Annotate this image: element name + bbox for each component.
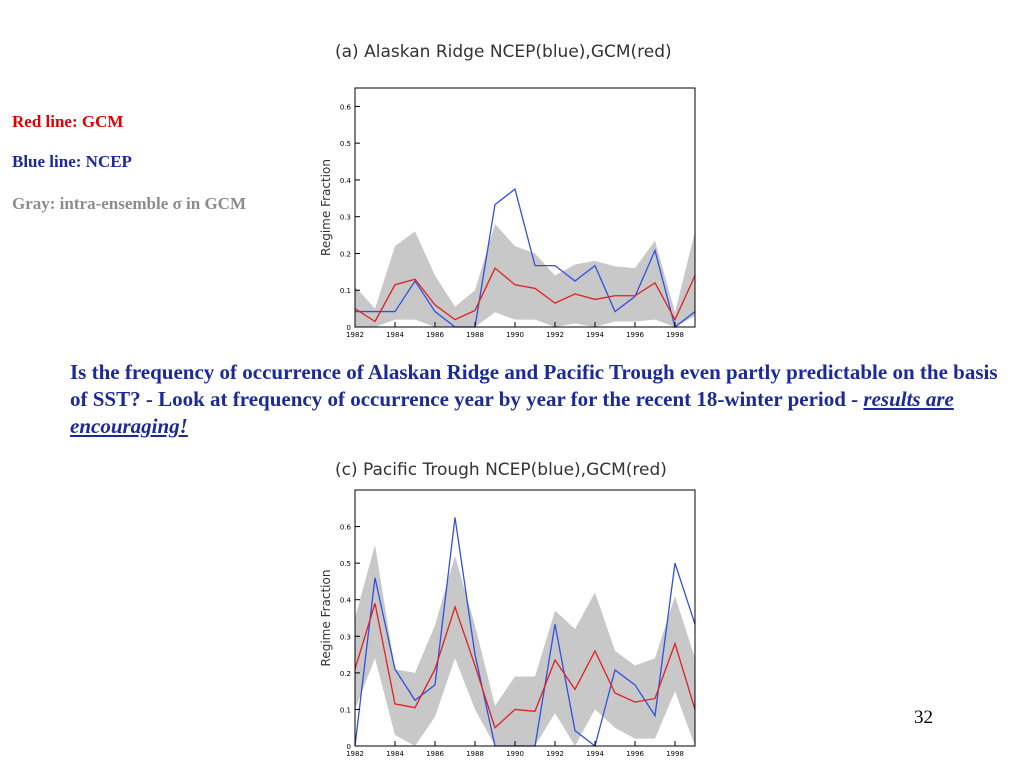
y-tick-label: 0 (347, 324, 351, 332)
y-axis-label: Regime Fraction (319, 570, 333, 667)
x-tick-label: 1982 (346, 750, 364, 758)
x-tick-label: 1988 (466, 331, 484, 339)
note: Blue line: NCEP (12, 152, 132, 171)
y-tick-label: 0.2 (340, 670, 351, 678)
y-tick-label: 0 (347, 743, 351, 751)
x-tick-label: 1984 (386, 331, 404, 339)
x-tick-label: 1994 (586, 331, 604, 339)
x-tick-label: 1992 (546, 331, 564, 339)
x-tick-label: 1990 (506, 331, 524, 339)
x-tick-label: 1986 (426, 331, 444, 339)
x-tick-label: 1984 (386, 750, 404, 758)
y-tick-label: 0.5 (340, 560, 351, 568)
y-tick-label: 0.1 (340, 706, 351, 714)
note: Gray: intra-ensemble σ in GCM (12, 194, 246, 213)
x-tick-label: 1986 (426, 750, 444, 758)
x-tick-label: 1996 (626, 750, 644, 758)
y-tick-label: 0.2 (340, 250, 351, 258)
plot-frame (354, 489, 696, 747)
x-tick-label: 1998 (666, 331, 684, 339)
x-tick-label: 1990 (506, 750, 524, 758)
paragraph: Is the frequency of occurrence of Alaska… (70, 359, 1000, 440)
chart-title: (a) Alaskan Ridge NCEP(blue),GCM(red) (335, 42, 672, 62)
paragraph-emphasis: results are encouraging! (70, 387, 954, 438)
y-tick-label: 0.5 (340, 140, 351, 148)
note: Red line: GCM (12, 112, 124, 131)
x-tick-label: 1988 (466, 750, 484, 758)
chart-title: (c) Pacific Trough NCEP(blue),GCM(red) (335, 460, 667, 480)
x-tick-label: 1996 (626, 331, 644, 339)
series-line (354, 603, 696, 729)
series-line (355, 188, 696, 329)
y-tick-label: 0.3 (340, 633, 351, 641)
plot-frame (354, 87, 696, 328)
y-tick-label: 0.4 (340, 177, 352, 185)
y-tick-label: 0.6 (340, 103, 352, 111)
spread-band (355, 544, 695, 746)
x-tick-label: 1994 (586, 750, 604, 758)
y-tick-label: 0.3 (340, 214, 351, 222)
x-tick-label: 1982 (346, 331, 364, 339)
y-tick-label: 0.1 (340, 287, 351, 295)
page-number: 32 (914, 707, 933, 728)
y-axis-label: Regime Fraction (319, 159, 333, 256)
series-line (354, 267, 696, 323)
y-tick-label: 0.4 (340, 597, 352, 605)
x-tick-label: 1998 (666, 750, 684, 758)
x-tick-label: 1992 (546, 750, 564, 758)
paragraph-text: Is the frequency of occurrence of Alaska… (70, 360, 998, 411)
y-tick-label: 0.6 (340, 524, 352, 532)
